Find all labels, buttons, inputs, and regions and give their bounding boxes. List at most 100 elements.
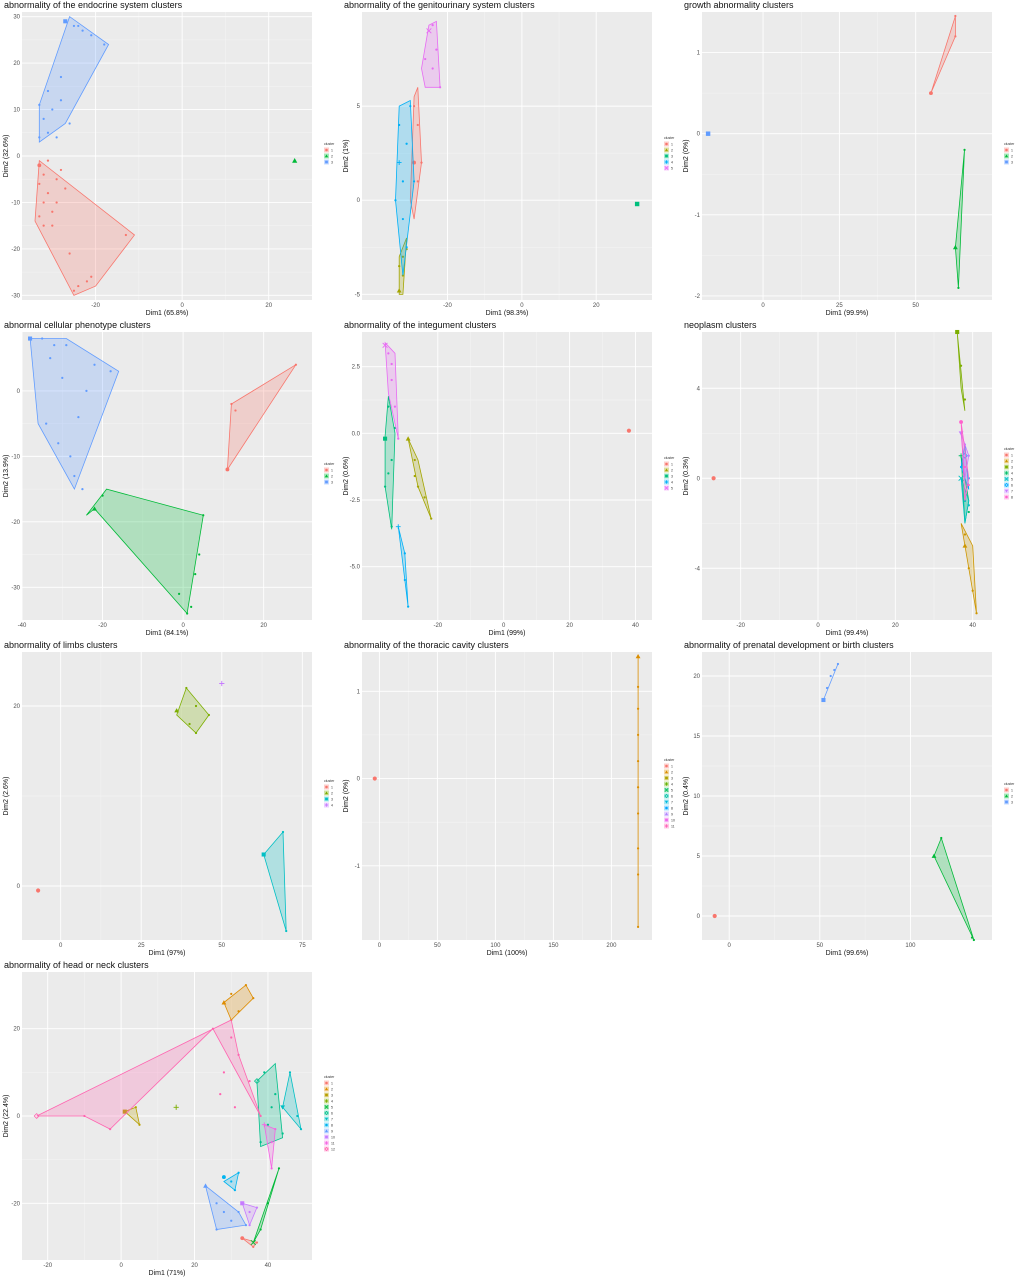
legend-entry-label: 1 <box>331 786 333 790</box>
legend-entry-label: 4 <box>331 1100 333 1104</box>
legend-key-marker <box>1004 459 1009 463</box>
y-tick-label: 20 <box>693 674 700 680</box>
data-point <box>405 436 411 441</box>
legend-entry-label: 3 <box>671 777 673 781</box>
legend-entry-label: 7 <box>671 801 673 805</box>
data-point <box>51 224 54 227</box>
data-point <box>221 1000 227 1005</box>
data-point <box>963 148 966 152</box>
legend-key-marker <box>664 486 669 490</box>
y-axis-label: Dim2 (1%) <box>343 139 350 172</box>
legend-key-marker <box>325 1093 328 1097</box>
x-tick-label: 40 <box>632 623 639 629</box>
legend-entry-label: 3 <box>1011 801 1013 805</box>
x-tick-label: 20 <box>260 623 267 629</box>
cluster-hull <box>397 526 409 607</box>
legend-title: cluster <box>1004 782 1015 786</box>
legend-entry-label: 2 <box>331 155 333 159</box>
legend: cluster 1 2 3 <box>324 462 335 485</box>
cluster-series-2 <box>952 148 966 289</box>
plot-background <box>362 652 652 940</box>
data-point <box>173 1104 179 1110</box>
data-point <box>277 1167 281 1170</box>
data-point <box>237 1210 240 1214</box>
data-point <box>57 442 60 445</box>
legend-key-marker <box>324 1141 329 1145</box>
data-point <box>424 57 427 61</box>
data-point <box>401 255 405 258</box>
x-tick-label: -20 <box>433 623 442 629</box>
data-point <box>174 708 180 713</box>
legend-key-marker <box>324 154 329 158</box>
data-point <box>636 786 640 789</box>
y-axis-label: Dim2 (0%) <box>343 779 350 812</box>
legend-swatch <box>664 793 669 799</box>
x-tick-label: 0 <box>520 303 524 309</box>
x-tick-label: 20 <box>593 303 600 309</box>
chart-panel: abnormality of the thoracic cavity clust… <box>340 640 680 960</box>
legend-key-marker <box>324 1099 329 1103</box>
data-point <box>53 343 56 347</box>
data-point <box>829 674 832 678</box>
data-point <box>967 454 970 457</box>
legend: cluster 1 2 3 4 <box>324 779 335 808</box>
data-point <box>416 180 419 183</box>
data-point <box>430 517 433 520</box>
x-axis-label: Dim1 (99%) <box>489 630 526 637</box>
chart-title: abnormal cellular phenotype clusters <box>4 320 151 330</box>
x-tick-label: 0 <box>728 943 732 949</box>
x-tick-label: 0 <box>181 623 185 629</box>
data-point <box>255 1206 259 1209</box>
y-tick-label: 2.5 <box>352 365 361 371</box>
data-point <box>967 510 970 514</box>
data-point <box>237 1010 240 1013</box>
legend-title: cluster <box>324 462 335 466</box>
legend-entry-label: 2 <box>1011 795 1013 799</box>
data-point <box>712 913 717 919</box>
y-tick-label: -20 <box>11 1201 20 1207</box>
data-point <box>240 1201 245 1206</box>
legend-entry-label: 3 <box>671 475 673 479</box>
y-axis-label: Dim2 (2.6%) <box>3 777 10 816</box>
legend-key-marker <box>1004 794 1009 798</box>
cluster-hull <box>263 830 287 932</box>
data-point <box>954 14 957 18</box>
data-point <box>45 422 48 425</box>
y-tick-label: 0 <box>357 198 361 204</box>
cluster-series-2 <box>635 653 641 929</box>
plot-background <box>362 12 652 300</box>
data-point <box>407 605 410 608</box>
cluster-series-1 <box>712 913 717 919</box>
legend-key-marker <box>1004 471 1009 475</box>
cluster-hull <box>226 364 297 471</box>
legend: cluster 1 2 3 4 5 <box>664 136 675 171</box>
data-point <box>266 1202 270 1205</box>
data-point <box>405 246 408 249</box>
data-point <box>420 161 423 164</box>
y-tick-label: 5 <box>697 854 701 860</box>
data-point <box>72 24 76 28</box>
legend-entry-label: 1 <box>671 463 673 467</box>
cluster-hull <box>960 421 970 501</box>
data-point <box>412 104 416 108</box>
data-point <box>85 389 88 393</box>
cluster-hull <box>954 149 965 288</box>
y-tick-label: -10 <box>11 200 20 206</box>
data-point <box>970 936 974 939</box>
cluster-series-4 <box>395 524 410 608</box>
legend-key-marker <box>1005 465 1008 469</box>
legend: cluster 1 2 3 <box>1004 782 1015 805</box>
y-tick-label: -30 <box>11 585 20 591</box>
data-point <box>59 75 63 79</box>
x-tick-label: 40 <box>969 623 976 629</box>
cluster-hull <box>241 1202 258 1227</box>
legend-key-marker <box>324 791 329 795</box>
chart-panel: abnormality of limbs clusters 0 25 50 75 0 20 D… <box>0 640 340 960</box>
chart-svg: abnormality of the thoracic cavity clust… <box>343 640 675 957</box>
legend-key-marker <box>664 793 669 799</box>
data-point <box>90 275 93 278</box>
data-point <box>281 830 285 834</box>
cluster-hull <box>252 1168 280 1243</box>
cluster-series-1 <box>225 363 298 472</box>
data-point <box>259 1141 262 1144</box>
